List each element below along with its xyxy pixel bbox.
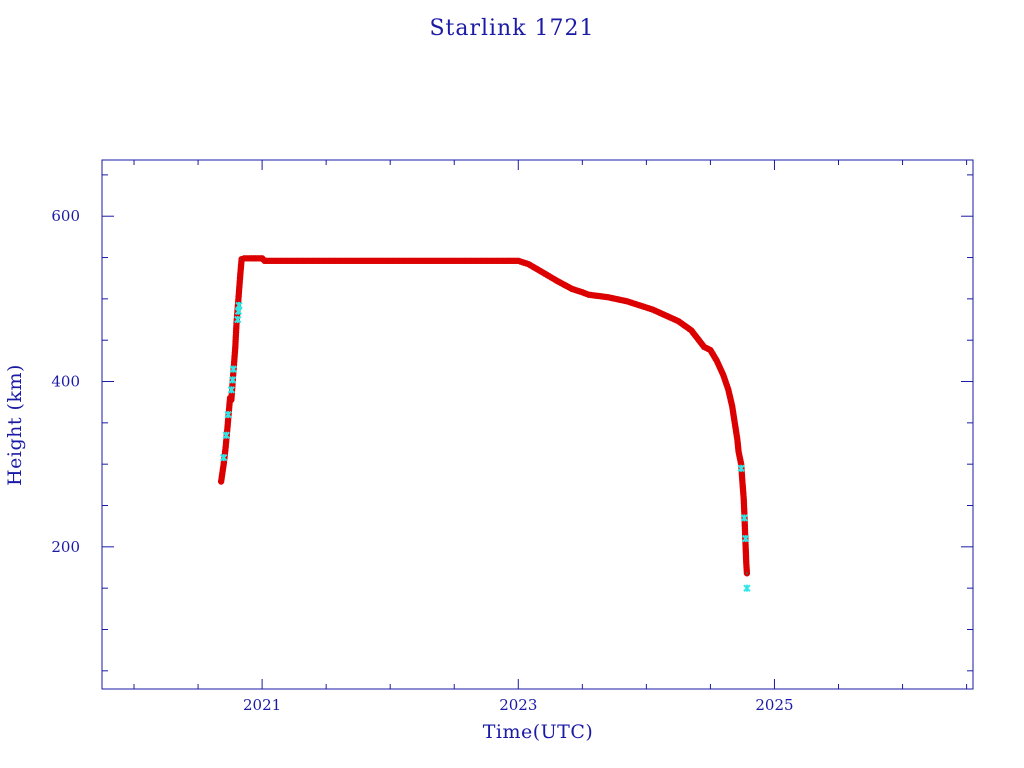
y-tick-label: 200 <box>51 538 80 556</box>
plot-border <box>101 159 974 690</box>
data-point-cyan <box>222 431 230 439</box>
x-tick-label: 2021 <box>243 696 281 714</box>
axis-ticks <box>102 160 973 689</box>
y-tick-label: 400 <box>51 373 80 391</box>
data-point-cyan <box>224 410 232 419</box>
x-tick-label: 2025 <box>755 696 793 714</box>
x-axis-label: Time(UTC) <box>483 721 594 743</box>
data-point-cyan <box>229 365 237 373</box>
data-point-cyan <box>219 453 228 462</box>
data-point-cyan <box>235 301 243 310</box>
x-tick-label: 2023 <box>499 696 537 714</box>
data-points <box>217 255 751 592</box>
data-point-cyan <box>228 376 237 384</box>
y-tick-label: 600 <box>51 207 80 225</box>
data-point-cyan <box>737 464 745 473</box>
y-axis-label: Height (km) <box>4 364 26 486</box>
data-point-cyan <box>741 534 750 543</box>
chart-title: Starlink 1721 <box>429 16 595 41</box>
data-point-cyan <box>740 514 749 522</box>
data-point-cyan <box>227 386 236 394</box>
plot-frame <box>101 159 974 690</box>
data-point-cyan <box>743 584 751 592</box>
tick-labels: 2021 2023 2025 200 400 600 <box>51 207 793 714</box>
data-point-cyan <box>234 315 242 324</box>
data-point-dark <box>745 572 749 575</box>
